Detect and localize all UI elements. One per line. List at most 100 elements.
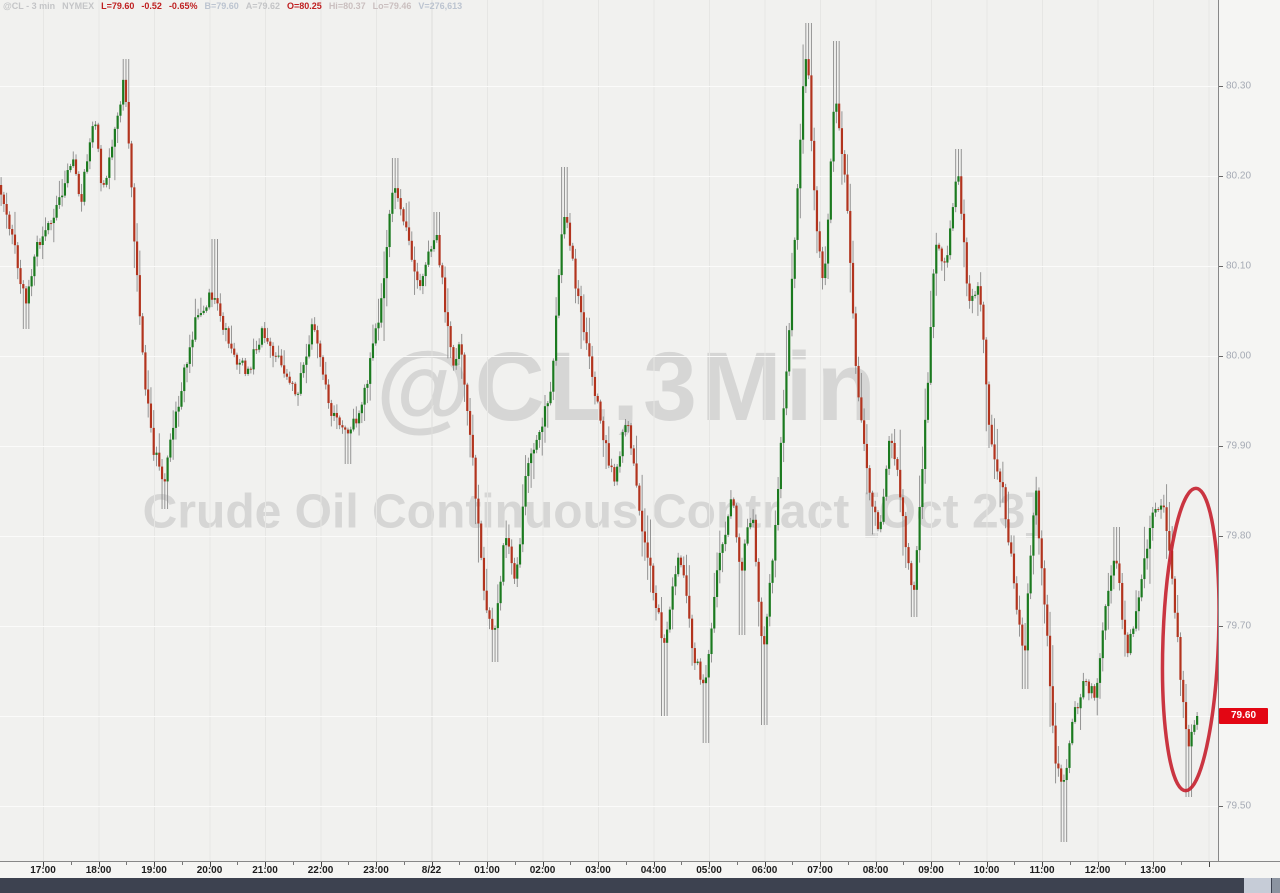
candle-up <box>1079 697 1082 709</box>
candle-up <box>455 358 458 366</box>
candle-down <box>868 468 871 493</box>
candle-up <box>435 234 438 241</box>
candle-down <box>396 188 400 199</box>
candle-down <box>1087 681 1090 694</box>
candle-down <box>646 542 649 558</box>
candle-down <box>216 298 219 304</box>
time-tick <box>320 862 322 867</box>
candle-down <box>482 557 486 591</box>
candle-down <box>263 328 266 339</box>
candle-down <box>1187 729 1190 747</box>
candle-up <box>793 239 796 279</box>
candle-up <box>252 349 255 370</box>
candle-down <box>943 261 946 263</box>
candle-up <box>391 192 394 214</box>
candle-up <box>557 275 560 316</box>
annotation-ellipse <box>1160 486 1218 793</box>
last-price-badge: 79.60 <box>1219 708 1268 724</box>
price-axis-label: 80.30 <box>1226 80 1252 92</box>
quote-field: NYMEX <box>62 1 95 11</box>
candle-up <box>715 570 719 597</box>
candle-up <box>213 298 216 300</box>
candle-up <box>88 142 91 162</box>
candle-up <box>1035 490 1038 516</box>
candle-down <box>410 240 413 260</box>
time-tick <box>403 862 405 865</box>
candle-up <box>305 356 308 365</box>
candle-down <box>1043 568 1046 605</box>
time-tick <box>376 862 377 867</box>
candle-up <box>921 469 924 508</box>
candle-up <box>385 247 388 279</box>
candle-down <box>702 679 705 684</box>
candle-up <box>799 139 802 189</box>
candle-up <box>516 564 519 579</box>
candle-up <box>108 157 111 178</box>
candle-up <box>552 360 555 392</box>
price-axis[interactable]: 80.30 80.20 80.10 80.00 79.90 79.80 79.70 79.60… <box>1218 0 1280 861</box>
candle-down <box>679 557 683 566</box>
candle-up <box>377 322 380 329</box>
candle-down <box>280 355 283 366</box>
candle-up <box>86 161 89 172</box>
candle-up <box>771 560 774 583</box>
candle-down <box>127 101 130 144</box>
candle-up <box>113 128 116 147</box>
candle-up <box>1029 555 1032 594</box>
candle-up <box>926 382 930 420</box>
candle-up <box>879 521 882 530</box>
candle-up <box>951 207 955 229</box>
time-axis-label: 01:00 <box>474 865 500 876</box>
candle-down <box>968 283 971 301</box>
window-resize-corner[interactable] <box>1272 878 1280 893</box>
candle-up <box>971 295 974 301</box>
candle-down <box>990 424 993 445</box>
candle-down <box>288 376 291 383</box>
candle-down <box>629 425 633 449</box>
candle-down <box>682 565 685 576</box>
candle-up <box>332 412 336 416</box>
candle-down <box>133 187 136 242</box>
candle-down <box>135 241 139 276</box>
candle-up <box>430 249 433 252</box>
time-axis[interactable]: 17:00 18:00 19:00 20:00 21:00 22:00 23:00 8/22 0… <box>0 861 1280 879</box>
time-axis-label: 07:00 <box>807 865 833 876</box>
time-tick <box>1180 862 1182 865</box>
candle-down <box>818 231 821 252</box>
candle-down <box>613 467 616 482</box>
candle-down <box>1165 507 1168 532</box>
candle-down <box>571 245 574 259</box>
candle-up <box>116 115 119 129</box>
time-tick <box>1097 862 1099 867</box>
candle-down <box>1115 560 1118 564</box>
quote-field: @CL - 3 min <box>3 1 56 11</box>
price-axis-label: 80.00 <box>1226 350 1252 362</box>
time-tick <box>847 862 849 865</box>
candle-up <box>721 544 724 553</box>
candle-up <box>169 439 172 458</box>
candle-up <box>197 315 200 318</box>
candle-up <box>191 339 194 348</box>
candle-down <box>654 592 658 608</box>
candle-up <box>826 219 830 264</box>
candle-up <box>44 230 47 237</box>
candle-up <box>69 166 72 171</box>
candle-up <box>932 273 935 328</box>
candle-down <box>607 443 610 466</box>
candle-up <box>183 367 186 392</box>
candle-down <box>1176 612 1179 637</box>
candlestick-plot[interactable] <box>0 0 1218 861</box>
candle-up <box>954 181 957 208</box>
candle-down <box>324 374 327 385</box>
candle-down <box>857 365 860 398</box>
candle-down <box>480 523 483 558</box>
candle-up <box>352 418 355 430</box>
time-tick <box>875 862 877 867</box>
candle-up <box>524 476 527 507</box>
candle-down <box>854 313 857 366</box>
bottom-scrollbar-thumb[interactable] <box>1244 878 1271 893</box>
time-axis-label: 02:00 <box>529 865 556 876</box>
candle-down <box>738 537 741 562</box>
candle-up <box>30 276 33 287</box>
candle-down <box>144 352 147 390</box>
